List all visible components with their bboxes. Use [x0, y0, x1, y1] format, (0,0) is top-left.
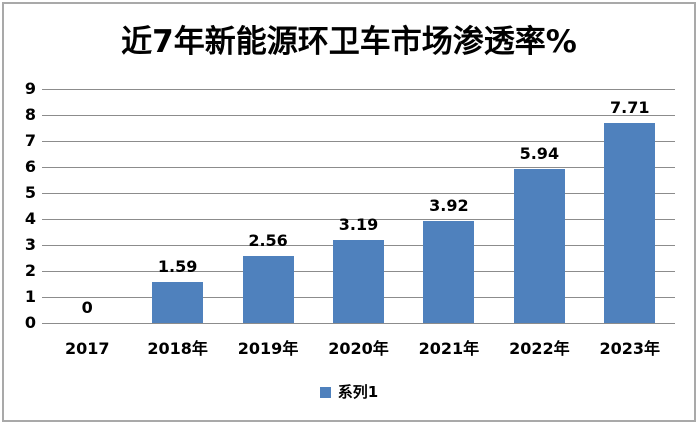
y-tick-label: 7	[24, 131, 36, 150]
x-tick-label: 2023年	[599, 339, 661, 358]
gridline	[42, 323, 675, 324]
value-label: 5.94	[519, 143, 560, 163]
gridline	[42, 167, 675, 168]
bar-2020年	[333, 240, 384, 323]
chart-frame: 近7年新能源环卫车市场渗透率% 0 1.59 2.56 3.19 3.92 5.94 7.7…	[2, 2, 696, 422]
bar-2018年	[152, 281, 204, 323]
legend-series-label: 系列1	[337, 383, 379, 401]
y-tick-label: 3	[24, 235, 36, 254]
gridline	[42, 141, 675, 142]
chart-title: 近7年新能源环卫车市场渗透率%	[121, 24, 577, 60]
bar-2021年	[423, 221, 475, 323]
y-tick-label: 9	[24, 79, 36, 98]
x-tick-label: 2017	[64, 339, 110, 358]
x-tick-label: 2019年	[237, 339, 299, 358]
plot-area: 0 1.59 2.56 3.19 3.92 5.94 7.71	[42, 89, 675, 324]
value-label: 3.92	[429, 196, 469, 216]
legend: 系列1	[4, 383, 694, 401]
y-tick-label: 0	[24, 313, 36, 332]
y-tick-label: 6	[24, 157, 36, 176]
x-tick-label: 2022年	[509, 339, 570, 358]
bar-2023年	[604, 122, 656, 323]
x-tick-label: 2018年	[147, 339, 208, 358]
y-tick-label: 4	[24, 209, 36, 228]
y-tick-label: 1	[24, 287, 36, 306]
y-tick-label: 8	[24, 105, 36, 124]
gridline	[42, 89, 675, 90]
value-label: 0	[81, 298, 93, 317]
x-tick-label: 2021年	[418, 339, 480, 358]
value-label: 3.19	[338, 215, 379, 235]
bar-2019年	[242, 256, 294, 323]
x-tick-label: 2020年	[328, 339, 389, 358]
y-tick-label: 2	[24, 261, 36, 280]
value-label: 7.71	[610, 97, 650, 117]
value-label: 2.56	[248, 231, 288, 251]
y-tick-label: 5	[24, 183, 36, 202]
gridline	[42, 219, 675, 220]
legend-swatch-icon	[319, 386, 331, 398]
gridline	[42, 115, 675, 116]
value-label: 1.59	[157, 256, 198, 276]
gridline	[42, 193, 675, 194]
bar-2022年	[513, 168, 565, 323]
